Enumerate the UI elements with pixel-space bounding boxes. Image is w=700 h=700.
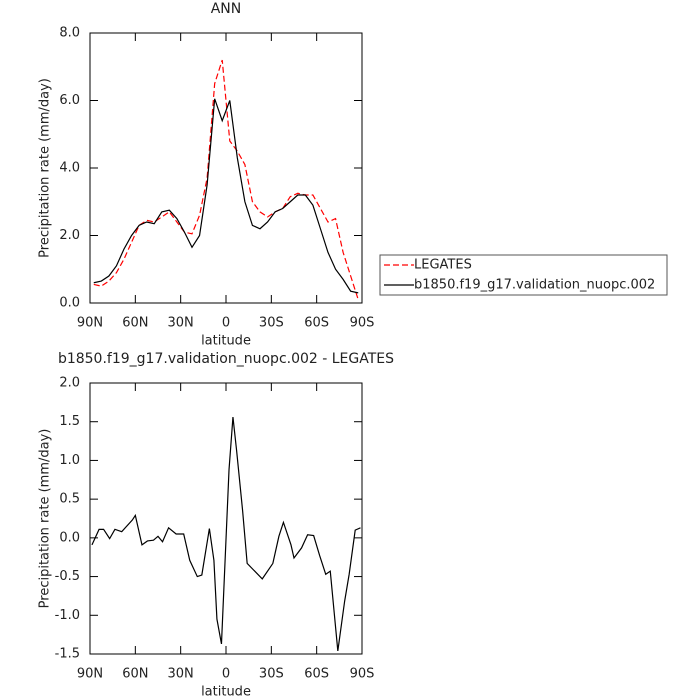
x-axis-label: latitude: [201, 334, 251, 349]
legend-label: LEGATES: [414, 258, 472, 273]
y-tick-label: -1.5: [55, 647, 80, 662]
y-tick-label: 2.0: [59, 376, 80, 391]
x-tick-label: 60N: [122, 316, 148, 331]
y-axis-label: Precipitation rate (mm/day): [38, 78, 53, 258]
y-tick-label: -1.0: [55, 608, 80, 623]
y-tick-label: 0.0: [59, 296, 80, 311]
y-tick-label: 2.0: [59, 228, 80, 243]
x-tick-label: 30S: [259, 316, 284, 331]
chart-title: b1850.f19_g17.validation_nuopc.002 - LEG…: [58, 351, 394, 367]
y-axis-label: Precipitation rate (mm/day): [38, 429, 53, 609]
x-tick-label: 30N: [168, 667, 194, 682]
x-axis-label: latitude: [201, 685, 251, 700]
x-tick-label: 90S: [350, 316, 375, 331]
x-tick-label: 0: [222, 667, 230, 682]
y-tick-label: 1.0: [59, 453, 80, 468]
data-line: [93, 98, 359, 294]
plot-frame: [89, 32, 363, 304]
y-tick-label: 4.0: [59, 161, 80, 176]
data-line: [93, 59, 359, 300]
plot-frame: [89, 382, 363, 655]
y-tick-label: 8.0: [59, 26, 80, 41]
legend-box: [379, 254, 668, 296]
x-tick-label: 30N: [168, 316, 194, 331]
y-tick-label: 6.0: [59, 93, 80, 108]
data-line: [91, 417, 361, 651]
x-tick-label: 90N: [77, 316, 103, 331]
y-tick-label: 0.5: [59, 492, 80, 507]
y-tick-label: -0.5: [55, 569, 80, 584]
x-tick-label: 30S: [259, 667, 284, 682]
x-tick-label: 90S: [350, 667, 375, 682]
chart-title: ANN: [211, 1, 242, 17]
x-tick-label: 0: [222, 316, 230, 331]
x-tick-label: 60S: [304, 667, 329, 682]
x-tick-label: 60N: [122, 667, 148, 682]
legend-label: b1850.f19_g17.validation_nuopc.002: [414, 278, 655, 293]
x-tick-label: 90N: [77, 667, 103, 682]
y-tick-label: 0.0: [59, 530, 80, 545]
y-tick-label: 1.5: [59, 414, 80, 429]
x-tick-label: 60S: [304, 316, 329, 331]
